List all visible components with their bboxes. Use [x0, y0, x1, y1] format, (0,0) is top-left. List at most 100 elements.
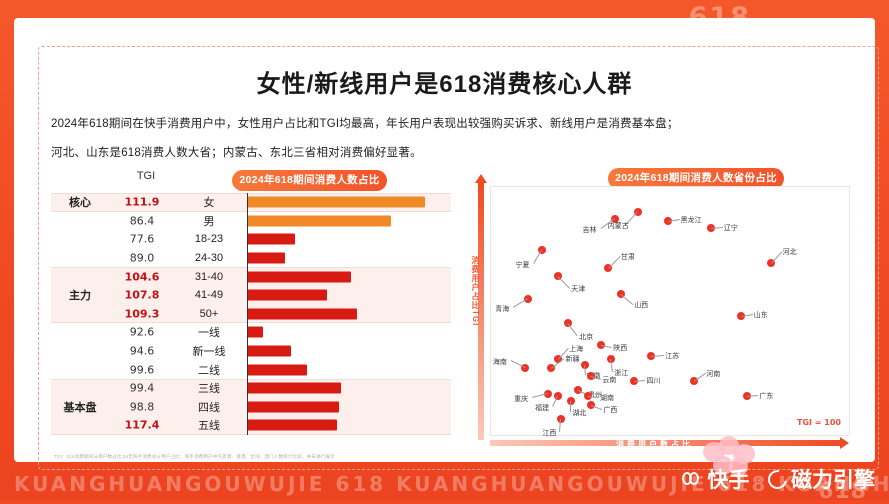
x-axis-arrow-icon [840, 437, 849, 449]
bar-row-bar [247, 364, 307, 376]
bar-chart-row: 主力 107.8 41-49 [51, 286, 451, 305]
bar-row-tgi-value: 109.3 [124, 307, 160, 321]
scatter-leader-line [552, 395, 559, 408]
x-axis-label: 消费用户数占比 [616, 440, 693, 449]
bar-row-tgi-value: 94.6 [129, 344, 155, 358]
scatter-leader-line [557, 276, 571, 290]
y-axis-bar [478, 182, 484, 440]
bar-chart-panel: TGI 2024年618期间消费人数占比 核心 111.9 女 86.4 男 77.6 18… [51, 168, 451, 443]
bar-row-bar [247, 271, 351, 283]
bar-row-category-label: 31-40 [194, 270, 224, 283]
bar-row-bar-track [247, 382, 447, 394]
bar-row-bar-track [247, 271, 447, 283]
bar-row-category-label: 新一线 [192, 346, 226, 359]
bar-chart-row: 89.0 24-30 [51, 249, 451, 268]
brand-618-badge: 618 [818, 479, 867, 504]
bar-row-group-label: 主力 [69, 290, 91, 303]
bar-row-bar [247, 289, 327, 301]
scatter-point-label: 福建 [535, 405, 550, 413]
bar-row-tgi-value: 89.0 [129, 251, 155, 265]
scatter-point-label: 山东 [753, 312, 768, 320]
bar-chart-row: 104.6 31-40 [51, 267, 451, 286]
scatter-leader-line [567, 323, 579, 337]
magnetic-engine-logo-icon [764, 465, 791, 493]
bar-chart-row: 99.4 三线 [51, 379, 451, 398]
scatter-point-label: 北京 [579, 334, 594, 342]
bar-row-category-label: 24-30 [194, 252, 224, 265]
bar-row-bar [247, 215, 391, 227]
bar-row-bar-track [247, 252, 447, 264]
scatter-point-label: 江西 [542, 429, 557, 437]
bar-row-group-label: 基本盘 [63, 401, 97, 414]
scatter-leader-line [770, 251, 783, 264]
bar-row-category-label: 50+ [199, 307, 219, 320]
bar-row-bar-track [247, 364, 447, 376]
bar-chart-legend-pill: 2024年618期间消费人数占比 [232, 170, 387, 191]
scatter-leader-line [634, 379, 646, 382]
scatter-point-label: 天津 [571, 286, 586, 294]
scatter-point-label: 内蒙古 [607, 223, 629, 231]
bottom-watermark: KUANGHUANGOUWUJIE 618 KUANGHUANGOUWUJIE … [0, 468, 889, 500]
scatter-point-label: 黑龙江 [680, 216, 702, 224]
bar-row-group-label: 核心 [69, 197, 91, 210]
scatter-point-label: 重庆 [514, 396, 529, 404]
bar-row-bar [247, 233, 295, 245]
y-axis-arrow-icon [475, 174, 487, 183]
scatter-point-label: 河北 [782, 249, 797, 257]
bar-chart-row: 92.6 一线 [51, 323, 451, 342]
bar-row-bar-track [247, 419, 447, 431]
scatter-point-label: 海南 [492, 358, 507, 366]
scatter-point-label: 江苏 [665, 353, 680, 361]
scatter-panel: 2024年618期间消费人数省份占比 消费用户占比TGI TGI = 100 吉… [466, 168, 866, 458]
bar-row-bar-track [247, 196, 447, 208]
bar-chart-row: 核心 111.9 女 [51, 193, 451, 212]
scatter-point [567, 396, 576, 405]
scatter-point-label: 吉林 [582, 226, 597, 234]
scatter-point-label: 青海 [495, 305, 510, 313]
page-title: 女性/新线用户是618消费核心人群 [256, 71, 633, 98]
bar-row-bar-track [247, 345, 447, 357]
bar-row-tgi-value: 77.6 [129, 232, 155, 246]
bar-row-category-label: 一线 [198, 327, 220, 340]
summary-line-1: 2024年618期间在快手消费用户中，女性用户占比和TGI均最高，年长用户表现出… [51, 118, 679, 130]
bar-rows-container: 核心 111.9 女 86.4 男 77.6 18-23 89.0 24-30 104.6 31-4… [51, 193, 451, 441]
brand-lockup: 快手 · 磁力引擎 [682, 464, 875, 494]
content-card: 女性/新线用户是618消费核心人群 2024年618期间在快手消费用户中，女性用… [14, 18, 879, 470]
scatter-point [610, 214, 619, 223]
scatter-point-label: 湖北 [572, 409, 587, 417]
bar-row-bar [247, 382, 341, 394]
bar-row-category-label: 五线 [198, 420, 220, 433]
scatter-point-label: 广西 [603, 407, 618, 415]
summary-line-2: 河北、山东是618消费人数大省；内蒙古、东北三省相对消费偏好显著。 [51, 147, 422, 159]
bar-chart-row: 基本盘 98.8 四线 [51, 398, 451, 417]
bar-row-tgi-value: 99.4 [129, 381, 155, 395]
scatter-plot-area: TGI = 100 吉林 内蒙古 黑龙江 辽宁 宁夏 甘肃 河北 天津 山西 青海 山东 北京 陕西 上海… [490, 186, 850, 437]
reference-line-label: TGI = 100 [797, 418, 841, 427]
kuaishou-brand-name: 快手 [707, 469, 750, 492]
bar-row-category-label: 女 [203, 197, 215, 210]
brand-separator: · [756, 471, 761, 487]
scatter-point-label: 陕西 [613, 345, 628, 353]
bar-row-tgi-value: 111.9 [124, 195, 160, 209]
bar-row-tgi-value: 107.8 [124, 288, 160, 302]
bar-row-tgi-value: 104.6 [124, 270, 160, 284]
bar-chart-row: 77.6 18-23 [51, 230, 451, 249]
bar-row-category-label: 41-49 [194, 289, 224, 302]
bar-row-tgi-value: 98.8 [129, 400, 155, 414]
bar-row-bar [247, 196, 425, 208]
bar-chart-row: 117.4 五线 [51, 416, 451, 435]
scatter-point [524, 294, 533, 303]
scatter-legend-pill: 2024年618期间消费人数省份占比 [608, 168, 784, 189]
scatter-point-label: 浙江 [614, 369, 629, 377]
kuaishou-logo-icon [682, 471, 704, 487]
scatter-point-label: 上海 [569, 345, 584, 353]
bar-row-bar [247, 419, 337, 431]
scatter-point-label: 云南 [602, 377, 617, 385]
watermark-label: KUANGHUANGOUWUJIE 618 KUANGHUANGOUWUJIE … [14, 472, 889, 496]
bar-row-bar [247, 252, 285, 264]
bar-row-category-label: 18-23 [194, 233, 224, 246]
x-axis-bar [490, 440, 842, 446]
bar-row-category-label: 男 [203, 215, 215, 228]
footnote-text: TGI：618消费期间分用户数占比/24年快手消费总分用户占比；快手消费用户中内… [54, 454, 335, 459]
